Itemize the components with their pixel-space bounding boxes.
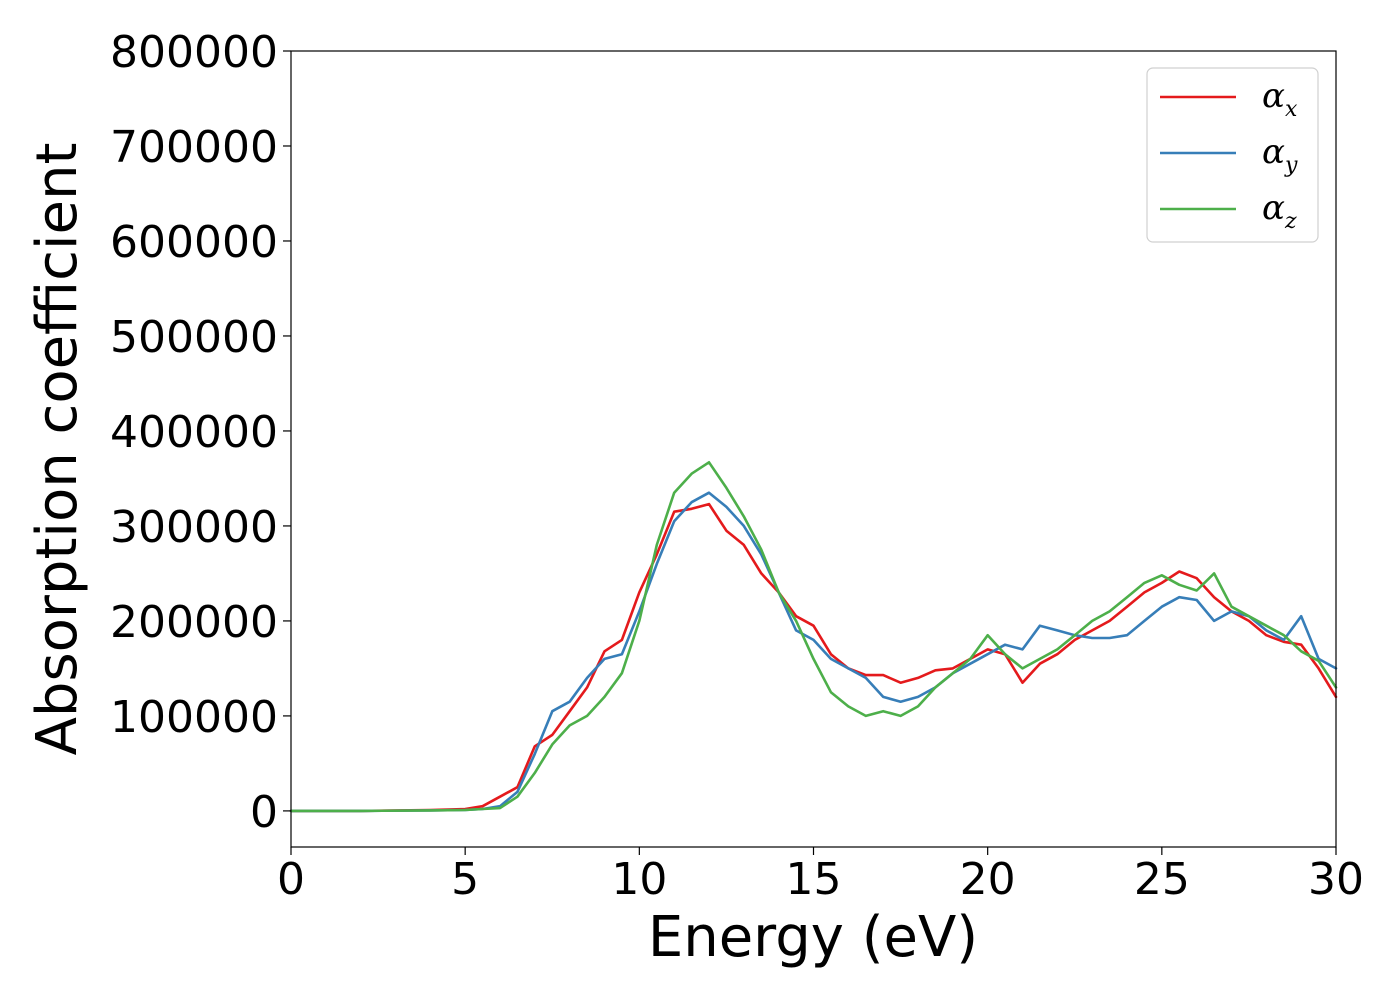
y-tick-label: 200000 xyxy=(110,597,278,648)
y-tick-label: 0 xyxy=(250,787,278,838)
legend-label-z: αz xyxy=(1262,188,1297,234)
y-axis: 0 100000 200000 300000 400000 500000 600000 700… xyxy=(110,27,291,838)
x-tick-label: 30 xyxy=(1308,854,1364,905)
y-tick-label: 800000 xyxy=(110,27,278,78)
series-line-z xyxy=(289,461,1338,813)
x-axis: 0 5 10 15 20 25 30 xyxy=(277,847,1364,905)
legend: αx αy αz xyxy=(1146,67,1319,243)
legend-label-x: αx xyxy=(1262,76,1298,122)
legend-label-y: αy xyxy=(1262,132,1298,178)
x-tick-label: 5 xyxy=(451,854,479,905)
x-tick-label: 10 xyxy=(611,854,667,905)
series-line-y xyxy=(289,491,1338,813)
y-tick-label: 500000 xyxy=(110,312,278,363)
x-tick-label: 20 xyxy=(960,854,1016,905)
y-tick-label: 600000 xyxy=(110,217,278,268)
y-axis-title: Absorption coefficient xyxy=(25,143,90,756)
x-axis-title: Energy (eV) xyxy=(648,905,978,970)
x-tick-label: 15 xyxy=(786,854,842,905)
y-tick-label: 400000 xyxy=(110,407,278,458)
y-tick-label: 700000 xyxy=(110,122,278,173)
legend-box xyxy=(1146,67,1319,243)
series-layer xyxy=(289,461,1338,813)
y-tick-label: 300000 xyxy=(110,502,278,553)
series-line-x xyxy=(289,502,1338,813)
y-tick-label: 100000 xyxy=(110,692,278,743)
x-tick-label: 0 xyxy=(277,854,305,905)
x-tick-label: 25 xyxy=(1134,854,1190,905)
